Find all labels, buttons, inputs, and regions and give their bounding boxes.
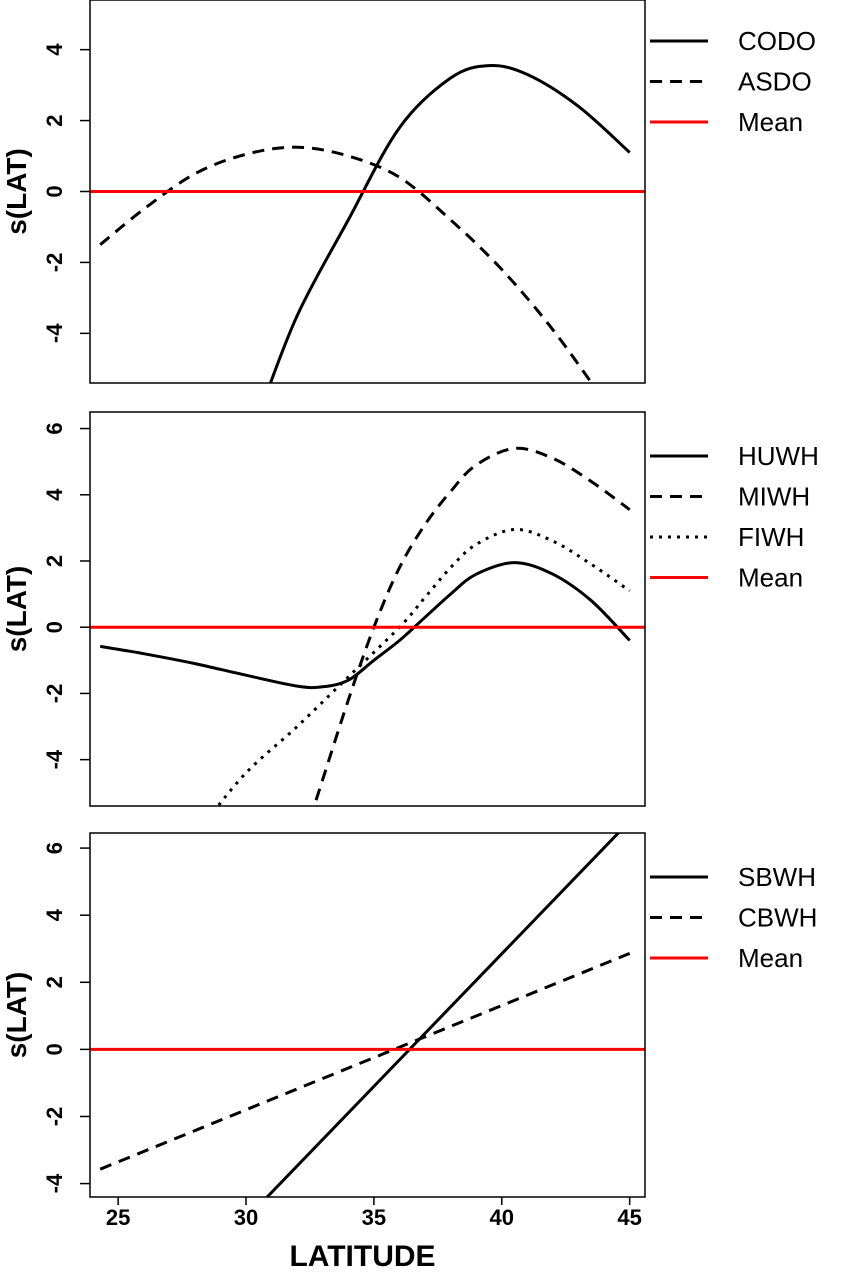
legend-label: Mean — [738, 563, 803, 593]
x-tick-label: 40 — [490, 1205, 514, 1230]
x-tick-label: 45 — [617, 1205, 641, 1230]
y-tick-label: 2 — [42, 976, 67, 988]
legend-label: Mean — [738, 107, 803, 137]
x-axis-label: LATITUDE — [289, 1240, 435, 1273]
y-tick-label: 0 — [42, 1043, 67, 1055]
y-tick-label: 4 — [42, 43, 67, 56]
legend-label: FIWH — [738, 522, 804, 552]
series-line-miwh — [312, 446, 631, 806]
legend: SBWH CBWH Mean — [650, 862, 817, 973]
legend: CODO ASDO Mean — [650, 26, 816, 137]
series-line-cbwh — [99, 952, 631, 1171]
series-line-codo — [268, 64, 631, 383]
y-tick-label: 4 — [42, 488, 67, 501]
y-tick-label: -2 — [42, 253, 67, 273]
series-line-huwh — [99, 561, 631, 690]
y-tick-label: 4 — [42, 908, 67, 921]
y-tick-label: 6 — [42, 422, 67, 434]
panel-2: -4 -2 0 2 4 6 s(LAT) HUWH MIWH FIWH Mean — [1, 411, 819, 807]
y-tick-label: 6 — [42, 842, 67, 854]
x-tick-label: 35 — [362, 1205, 386, 1230]
y-axis-label: s(LAT) — [1, 972, 32, 1059]
panel-3: -4 -2 0 2 4 6 25 30 35 40 45 s(LAT) LATITUDE SBWH CBWH… — [1, 832, 817, 1273]
y-tick-label: -4 — [42, 323, 67, 343]
legend: HUWH MIWH FIWH Mean — [650, 441, 819, 593]
y-tick-label: 2 — [42, 555, 67, 567]
legend-label: CBWH — [738, 903, 817, 933]
y-tick-label: 0 — [42, 185, 67, 197]
legend-label: MIWH — [738, 482, 810, 512]
series-line-fiwh — [216, 527, 631, 806]
plot-frame — [89, 832, 646, 1198]
legend-label: ASDO — [738, 67, 812, 97]
plot-frame — [89, 411, 646, 807]
y-tick-label: 0 — [42, 621, 67, 633]
legend-label: Mean — [738, 943, 803, 973]
x-tick-label: 25 — [106, 1205, 130, 1230]
series-line-asdo — [99, 145, 594, 383]
legend-label: SBWH — [738, 862, 816, 892]
x-tick-label: 30 — [234, 1205, 258, 1230]
y-tick-label: -2 — [42, 684, 67, 704]
legend-label: CODO — [738, 26, 816, 56]
y-tick-label: 2 — [42, 114, 67, 126]
y-axis-label: s(LAT) — [1, 566, 32, 653]
panel-1: -4 -2 0 2 4 s(LAT) CODO ASDO Mean — [1, 0, 816, 384]
y-tick-label: -4 — [42, 1173, 67, 1193]
y-axis-label: s(LAT) — [1, 148, 32, 235]
y-tick-label: -2 — [42, 1107, 67, 1127]
legend-label: HUWH — [738, 441, 819, 471]
y-tick-label: -4 — [42, 749, 67, 769]
series-line-sbwh — [265, 833, 621, 1197]
